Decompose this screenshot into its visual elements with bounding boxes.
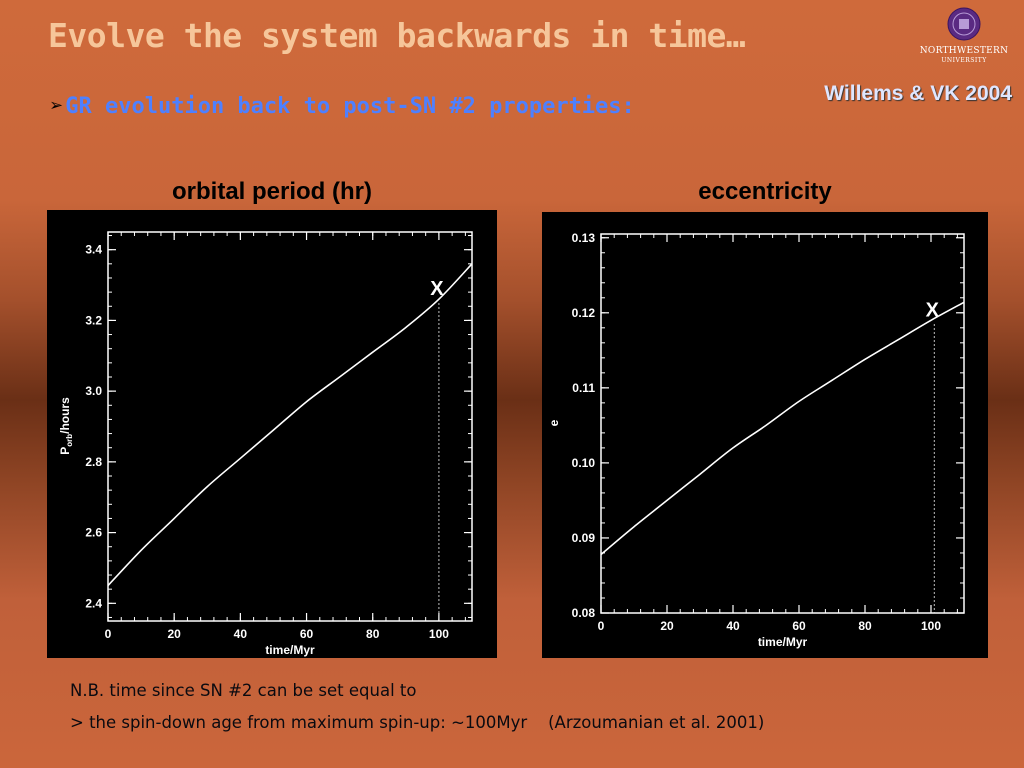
x-tick-label: 100 [429, 627, 449, 641]
eccentricity-chart: 0 20 40 60 80 100 0.08 0.09 0.10 0.11 0.12 0.13 time… [547, 231, 965, 649]
y-tick-label: 0.08 [572, 606, 596, 620]
y-tick-label: 0.09 [572, 531, 596, 545]
marker-x-label: X [430, 278, 444, 300]
note-line-1: N.B. time since SN #2 can be set equal t… [70, 681, 417, 700]
bullet-arrow-icon: ➢ [50, 94, 64, 119]
plot-frame [107, 231, 473, 622]
y-tick-label: 0.13 [572, 231, 596, 245]
x-tick-label: 60 [792, 619, 806, 633]
y-axis-label: e [547, 419, 561, 426]
logo-name: NORTHWESTERN [919, 46, 1009, 56]
y-axis-label: Porb/hours [58, 397, 74, 455]
period-chart-panel: 0 20 40 60 80 100 2.4 2.6 2.8 3.0 3.2 3.4 time/Myr Po… [47, 210, 497, 658]
x-tick-label: 0 [105, 627, 112, 641]
chart-title-eccentricity: eccentricity [698, 178, 832, 205]
bullet-text: GR evolution back to post-SN #2 properti… [65, 94, 635, 119]
eccentricity-chart-panel: 0 20 40 60 80 100 0.08 0.09 0.10 0.11 0.12 0.13 time… [542, 212, 988, 658]
x-axis-label: time/Myr [758, 635, 808, 649]
y-tick-label: 2.4 [85, 596, 102, 610]
x-tick-label: 60 [300, 627, 314, 641]
y-tick-label: 3.4 [85, 243, 102, 257]
university-seal-icon [947, 7, 981, 41]
y-tick-label: 0.10 [572, 456, 596, 470]
y-tick-label: 2.8 [85, 455, 102, 469]
x-tick-label: 40 [726, 619, 740, 633]
marker-x-label: X [926, 299, 940, 321]
x-tick-label: 20 [660, 619, 674, 633]
slide-title: Evolve the system backwards in time… [48, 16, 746, 55]
logo-subtitle: UNIVERSITY [941, 57, 987, 64]
citation: Willems & VK 2004 [824, 82, 1012, 105]
period-chart: 0 20 40 60 80 100 2.4 2.6 2.8 3.0 3.2 3.4 time/Myr Po… [58, 231, 473, 657]
chart-title-period: orbital period (hr) [172, 178, 372, 205]
x-tick-label: 80 [858, 619, 872, 633]
x-tick-label: 40 [234, 627, 248, 641]
y-tick-label: 3.0 [85, 384, 102, 398]
y-tick-label: 3.2 [85, 313, 102, 327]
y-tick-label: 2.6 [85, 526, 102, 540]
x-tick-label: 0 [598, 619, 605, 633]
x-tick-label: 20 [168, 627, 182, 641]
series-line [107, 263, 473, 587]
note-line-2: > the spin-down age from maximum spin-up… [70, 713, 765, 732]
bullet-line: ➢GR evolution back to post-SN #2 propert… [50, 94, 635, 119]
y-tick-label: 0.11 [572, 381, 595, 395]
x-axis-label: time/Myr [265, 643, 315, 657]
y-tick-label: 0.12 [572, 306, 596, 320]
northwestern-logo: NORTHWESTERN UNIVERSITY [914, 4, 1014, 66]
plot-frame [600, 233, 965, 614]
series-line [600, 301, 965, 556]
x-tick-label: 100 [921, 619, 941, 633]
x-tick-label: 80 [366, 627, 380, 641]
